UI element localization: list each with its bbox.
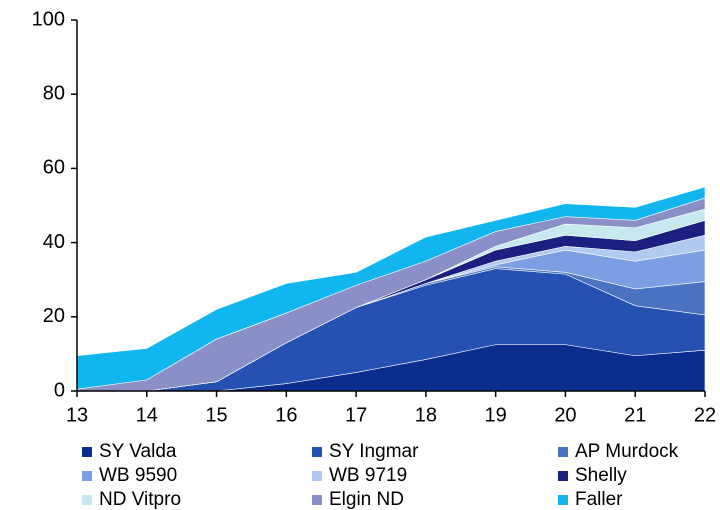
y-tick-label: 0 xyxy=(54,379,65,401)
legend-swatch xyxy=(82,495,92,505)
x-tick-label: 17 xyxy=(345,404,367,426)
legend-swatch xyxy=(312,495,322,505)
legend-label: WB 9719 xyxy=(329,465,407,486)
legend-label: Faller xyxy=(575,489,623,510)
y-tick-label: 100 xyxy=(32,8,65,30)
legend-label: SY Ingmar xyxy=(329,441,419,462)
y-tick-label: 40 xyxy=(43,231,65,253)
legend-label: WB 9590 xyxy=(99,465,177,486)
legend-swatch xyxy=(558,495,568,505)
y-tick-label: 80 xyxy=(43,82,65,104)
x-tick-label: 18 xyxy=(415,404,437,426)
x-tick-label: 20 xyxy=(554,404,576,426)
legend-label: SY Valda xyxy=(99,441,177,462)
legend-swatch xyxy=(312,471,322,481)
x-tick-label: 19 xyxy=(485,404,507,426)
x-tick-label: 14 xyxy=(136,404,158,426)
y-tick-label: 60 xyxy=(43,157,65,179)
legend-label: Shelly xyxy=(575,465,627,486)
x-tick-label: 13 xyxy=(66,404,88,426)
legend-label: Elgin ND xyxy=(329,489,404,510)
x-tick-label: 21 xyxy=(624,404,646,426)
legend-label: AP Murdock xyxy=(575,441,679,462)
area xyxy=(76,186,706,390)
legend-swatch xyxy=(82,471,92,481)
x-tick-label: 15 xyxy=(205,404,227,426)
legend-swatch xyxy=(558,447,568,457)
x-tick-label: 16 xyxy=(275,404,297,426)
legend-label: ND Vitpro xyxy=(99,489,181,510)
y-tick-label: 20 xyxy=(43,305,65,327)
legend-swatch xyxy=(558,471,568,481)
legend-swatch xyxy=(82,447,92,457)
legend-swatch xyxy=(312,447,322,457)
x-tick-label: 22 xyxy=(694,404,716,426)
